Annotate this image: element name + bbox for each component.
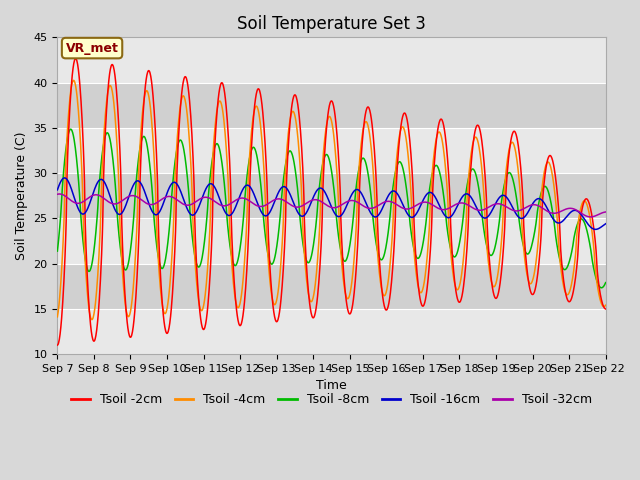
Bar [58, 83, 605, 128]
Title: Soil Temperature Set 3: Soil Temperature Set 3 [237, 15, 426, 33]
Bar [58, 173, 605, 218]
Bar [58, 218, 605, 264]
Text: VR_met: VR_met [66, 42, 118, 55]
Legend: Tsoil -2cm, Tsoil -4cm, Tsoil -8cm, Tsoil -16cm, Tsoil -32cm: Tsoil -2cm, Tsoil -4cm, Tsoil -8cm, Tsoi… [66, 388, 597, 411]
Bar [58, 309, 605, 354]
Y-axis label: Soil Temperature (C): Soil Temperature (C) [15, 132, 28, 260]
Bar [58, 128, 605, 173]
Bar [58, 264, 605, 309]
Bar [58, 37, 605, 83]
X-axis label: Time: Time [316, 379, 347, 393]
